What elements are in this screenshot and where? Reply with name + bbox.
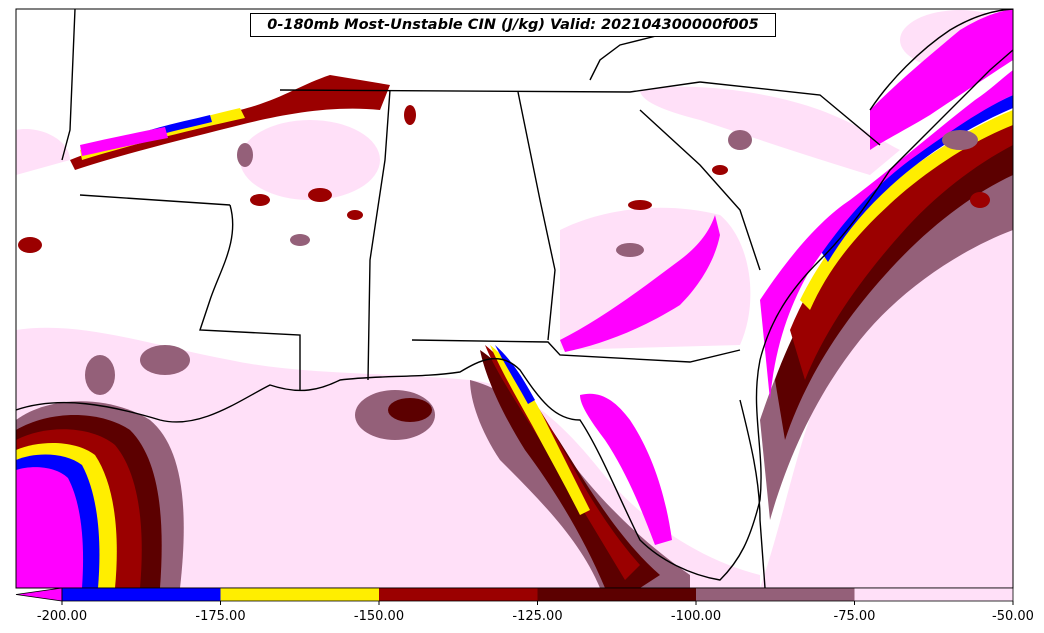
cin-magenta-north	[80, 127, 168, 156]
colorbar-segment	[220, 588, 379, 601]
state-border-ga-sc	[639, 109, 761, 271]
state-border-al-ga	[517, 91, 556, 341]
cin-yellow-gulf	[490, 345, 590, 515]
cin-red-atlantic	[790, 115, 1013, 380]
cin-magenta-atlantic	[760, 70, 1013, 400]
coast-atlantic	[755, 49, 1013, 501]
colorbar-tick-label: -50.00	[992, 609, 1034, 624]
cin-pale-northeast	[640, 86, 900, 175]
cin-darkred-gulf-blob	[388, 398, 432, 422]
cin-scattered-cells	[18, 105, 990, 253]
colorbar-tick-label: -100.00	[670, 609, 722, 624]
cin-pale-atlantic	[760, 200, 1013, 588]
cin-darkred-atlantic	[775, 125, 1013, 440]
colorbar-tick-label: -200.00	[36, 609, 88, 624]
cin-mauve-gulf-blob2	[140, 345, 190, 375]
cin-mauve-gulf-blob3	[85, 355, 115, 395]
colorbar-tick-label: -175.00	[195, 609, 246, 624]
cin-pale-ms	[240, 120, 380, 200]
colorbar-segment	[62, 588, 221, 601]
cin-magenta-northeast	[870, 9, 1013, 150]
cin-magenta-georgia	[560, 215, 720, 352]
colorbar-segment	[537, 588, 696, 601]
geographic-boundaries	[16, 9, 1013, 588]
cin-magenta-texas	[16, 467, 84, 588]
cin-scattered-mauve-cells	[237, 130, 978, 257]
state-border-tn-north	[279, 81, 701, 93]
state-border-ms-al	[367, 89, 391, 381]
cin-red-north	[70, 75, 390, 170]
coast-northeast	[869, 9, 1013, 111]
cin-mauve-atlantic	[760, 120, 1013, 520]
colorbar-tick-label: -75.00	[833, 609, 876, 624]
cin-magenta-florida	[580, 393, 672, 545]
colorbar-extend-min	[15, 587, 63, 602]
state-border-fl-panhandle	[411, 339, 741, 363]
state-border-la-ms	[199, 204, 301, 390]
cin-fill-layer	[16, 9, 1013, 588]
state-border-ar-ms	[61, 9, 76, 161]
coast-gulf	[16, 357, 761, 581]
map-title: 0-180mb Most-Unstable CIN (J/kg) Valid: …	[250, 13, 776, 37]
colorbar	[15, 587, 1014, 605]
coast-florida-east	[739, 399, 766, 588]
colorbar-segment	[696, 588, 855, 601]
cin-pale-west	[16, 129, 70, 175]
cin-yellow-atlantic	[800, 110, 1013, 310]
state-border-ar-la	[79, 194, 231, 206]
colorbar-tick-label: -125.00	[512, 609, 563, 624]
cin-blue-atlantic	[820, 95, 1013, 262]
colorbar-segment	[379, 588, 538, 601]
colorbar-tick-label: -150.00	[353, 609, 405, 624]
colorbar-segment	[854, 588, 1013, 601]
state-border-nc-sc	[699, 81, 881, 146]
